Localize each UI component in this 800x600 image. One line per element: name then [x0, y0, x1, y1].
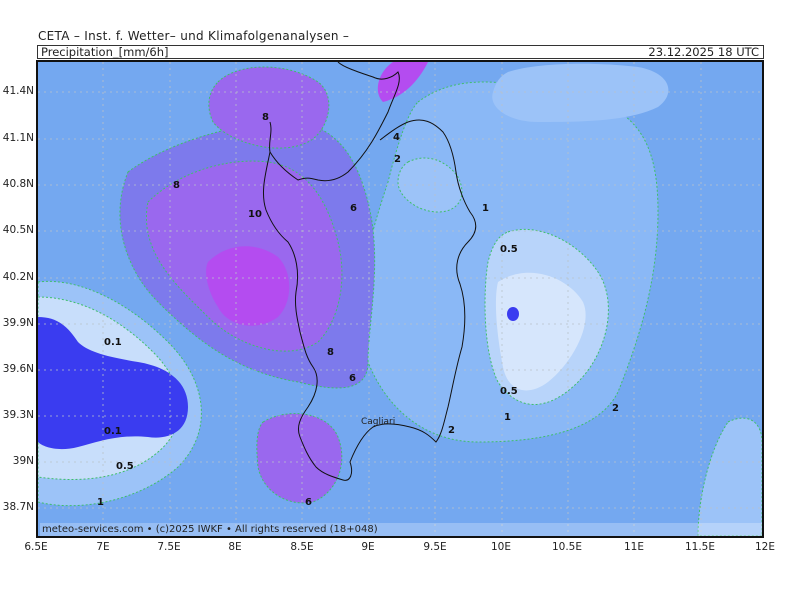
- contour-label-6-south: 6: [349, 373, 356, 384]
- lon-tick-9-5: 9.5E: [423, 541, 447, 553]
- contour-label-6-sw: 6: [305, 497, 312, 508]
- contour-label-4: 4: [393, 132, 400, 143]
- lat-tick-39-3: 39.3N: [2, 409, 34, 421]
- contour-area-se-light: [697, 417, 762, 536]
- lon-tick-10: 10E: [491, 541, 511, 553]
- lat-tick-41-1: 41.1N: [2, 132, 34, 144]
- contour-area-small-light-2: [403, 285, 423, 309]
- precipitation-map[interactable]: 8 4 2 8 10 6 1 0.5 0.1 8 6 0.5 1 2 0.1 0…: [36, 60, 764, 538]
- contour-area-south-purple: [256, 413, 343, 504]
- coastline-sardinia: [263, 119, 477, 481]
- lat-tick-39: 39N: [12, 455, 34, 467]
- contour-area-small-light: [378, 250, 402, 274]
- contour-label-0-1-west: 0.1: [104, 337, 122, 348]
- valid-time-label: 23.12.2025 18 UTC: [648, 45, 759, 59]
- city-label-cagliari: Cagliari: [361, 417, 396, 427]
- contour-label-8-west: 8: [173, 180, 180, 191]
- contour-label-2-north: 2: [394, 154, 401, 165]
- contour-label-8-south: 8: [327, 347, 334, 358]
- lat-tick-39-6: 39.6N: [2, 363, 34, 375]
- contour-area-north-light: [492, 63, 669, 122]
- contour-area-north-purple: [208, 66, 330, 149]
- lon-tick-8-5: 8.5E: [290, 541, 314, 553]
- contour-area-10: [206, 246, 290, 326]
- coastline-corsica: [269, 62, 400, 182]
- lat-tick-41-4: 41.4N: [2, 85, 34, 97]
- contour-label-10: 10: [248, 209, 262, 220]
- contour-label-0-1-west-2: 0.1: [104, 426, 122, 437]
- map-header-bar: Precipitation_[mm/6h] 23.12.2025 18 UTC: [37, 45, 764, 59]
- lon-tick-8: 8E: [228, 541, 242, 553]
- lat-lon-grid: [38, 62, 762, 536]
- lat-tick-40-8: 40.8N: [2, 178, 34, 190]
- contour-label-6-ne: 6: [350, 203, 357, 214]
- contour-area-north-purple-2: [377, 62, 428, 102]
- contour-label-1-east: 1: [482, 203, 489, 214]
- contour-label-0-5-east: 0.5: [500, 244, 518, 255]
- contour-label-8-north: 8: [262, 112, 269, 123]
- contour-area-lt-0-1: [495, 272, 586, 391]
- lon-tick-11: 11E: [624, 541, 644, 553]
- lon-tick-7-5: 7.5E: [157, 541, 181, 553]
- contour-label-2-far-east: 2: [612, 403, 619, 414]
- lat-tick-39-9: 39.9N: [2, 317, 34, 329]
- lon-tick-6-5: 6.5E: [24, 541, 48, 553]
- contour-label-2-cagliari: 2: [448, 425, 455, 436]
- lat-tick-40-2: 40.2N: [2, 271, 34, 283]
- contour-label-1-sw: 1: [97, 497, 104, 508]
- map-canvas: [38, 62, 762, 536]
- lon-tick-10-5: 10.5E: [551, 541, 582, 553]
- lon-tick-12: 12E: [755, 541, 775, 553]
- lat-tick-40-5: 40.5N: [2, 224, 34, 236]
- institute-title: CETA – Inst. f. Wetter– und Klimafolgena…: [38, 29, 350, 43]
- lon-tick-9: 9E: [361, 541, 375, 553]
- contour-label-1-se: 1: [504, 412, 511, 423]
- contour-label-0-5-west: 0.5: [116, 461, 134, 472]
- parameter-label: Precipitation_[mm/6h]: [41, 45, 169, 59]
- contour-label-0-5-se: 0.5: [500, 386, 518, 397]
- lon-tick-7: 7E: [96, 541, 110, 553]
- copyright-notice: meteo-services.com • (c)2025 IWKF • All …: [40, 523, 762, 536]
- lat-tick-38-7: 38.7N: [2, 501, 34, 513]
- lon-tick-11-5: 11.5E: [684, 541, 715, 553]
- contour-area-small-blue: [507, 307, 519, 321]
